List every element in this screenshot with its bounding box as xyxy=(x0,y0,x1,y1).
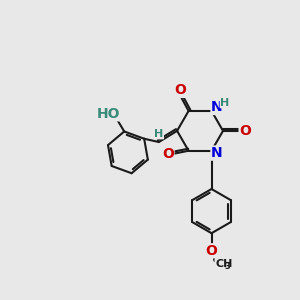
Text: H: H xyxy=(154,129,164,139)
Text: CH: CH xyxy=(215,260,232,269)
Text: O: O xyxy=(206,244,218,258)
Text: 3: 3 xyxy=(224,262,230,271)
Text: N: N xyxy=(211,100,223,114)
Text: N: N xyxy=(211,146,223,160)
Text: HO: HO xyxy=(97,107,120,121)
Text: O: O xyxy=(162,147,174,161)
Text: O: O xyxy=(174,83,186,98)
Text: O: O xyxy=(239,124,251,138)
Text: H: H xyxy=(220,98,230,108)
